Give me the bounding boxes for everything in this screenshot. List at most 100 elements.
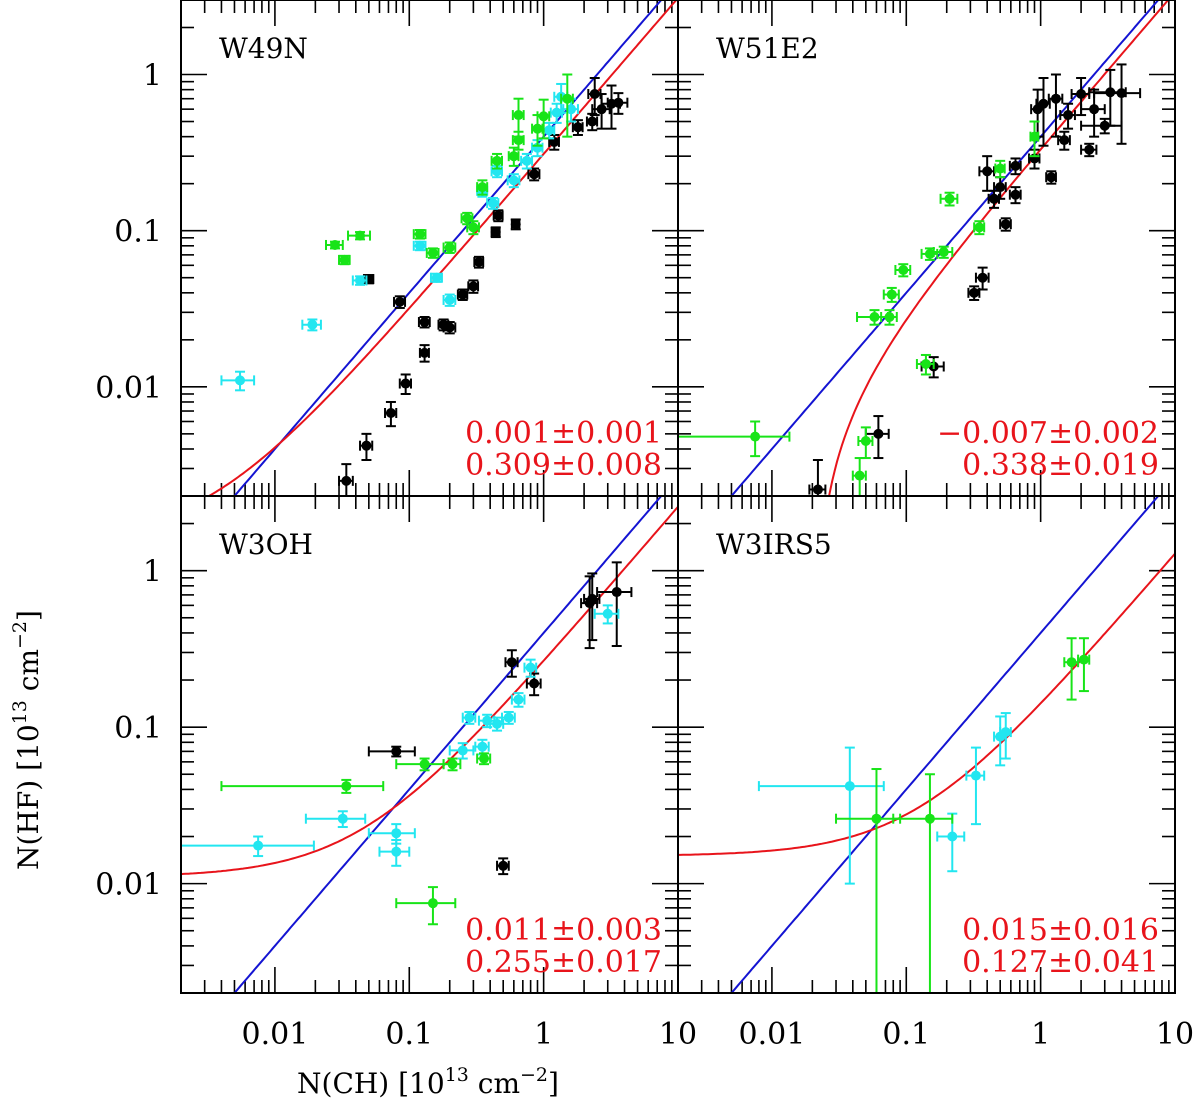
data-point-black <box>967 285 981 301</box>
data-point-cyan <box>510 692 526 708</box>
y-tick-label: 1 <box>143 555 162 590</box>
x-tick-label: 1 <box>534 1017 553 1052</box>
data-marker <box>525 662 536 673</box>
data-marker <box>947 831 958 842</box>
data-marker <box>869 312 880 323</box>
data-marker <box>394 296 405 307</box>
data-point-cyan <box>474 738 490 756</box>
data-point-green <box>325 239 344 250</box>
data-marker <box>995 182 1006 193</box>
data-point-cyan <box>448 742 475 760</box>
data-marker <box>1059 135 1070 146</box>
data-marker <box>1000 727 1011 738</box>
data-marker <box>1050 93 1061 104</box>
fit-slope-text: 0.255±0.017 <box>465 945 662 980</box>
data-point-cyan <box>999 712 1012 760</box>
data-point-black <box>583 572 601 642</box>
data-marker <box>391 846 402 857</box>
data-marker <box>341 781 352 792</box>
fit-slope-text: 0.338±0.019 <box>962 448 1159 483</box>
data-point-cyan <box>965 746 986 826</box>
data-point-black <box>1057 130 1071 151</box>
data-marker <box>431 272 442 283</box>
data-point-green <box>1063 637 1080 701</box>
data-point-cyan <box>936 812 966 873</box>
data-marker <box>510 219 521 230</box>
data-marker <box>982 166 993 177</box>
data-point-green <box>476 752 492 766</box>
data-marker <box>479 753 490 764</box>
data-point-cyan <box>442 293 457 307</box>
data-marker <box>457 745 468 756</box>
data-marker <box>513 110 524 121</box>
data-marker <box>544 125 555 136</box>
x-tick-label: 0.1 <box>385 1017 433 1052</box>
data-point-green <box>835 768 902 993</box>
data-marker <box>589 89 600 100</box>
data-marker <box>444 322 455 333</box>
data-marker <box>884 312 895 323</box>
data-point-green <box>395 757 445 772</box>
data-point-black <box>418 344 430 363</box>
data-point-cyan <box>506 173 521 189</box>
data-marker <box>419 759 430 770</box>
data-points <box>181 561 633 926</box>
x-tick-label: 10 <box>1156 1017 1194 1052</box>
fit-slope-text: 0.309±0.008 <box>465 448 662 483</box>
data-marker <box>391 746 402 757</box>
data-marker <box>427 898 438 909</box>
data-marker <box>812 484 823 495</box>
y-tick-label: 0.01 <box>95 371 162 406</box>
data-point-cyan <box>461 710 477 725</box>
data-marker <box>1046 172 1057 183</box>
data-point-black <box>527 167 541 182</box>
data-marker <box>886 289 897 300</box>
data-point-black <box>1080 117 1123 135</box>
data-marker <box>974 222 985 233</box>
data-point-cyan <box>412 240 427 252</box>
data-point-black <box>1035 76 1051 147</box>
data-marker <box>457 289 468 300</box>
data-point-black <box>393 295 407 309</box>
data-point-green <box>442 757 462 772</box>
data-point-green <box>425 247 440 259</box>
data-point-black <box>362 274 375 285</box>
y-tick-label: 0.1 <box>114 215 162 250</box>
data-marker <box>844 781 855 792</box>
data-point-green <box>511 97 525 138</box>
data-marker <box>1063 110 1074 121</box>
data-marker <box>969 287 980 298</box>
y-tick-label: 1 <box>143 59 162 94</box>
data-point-green <box>892 773 954 993</box>
data-point-black <box>1080 142 1098 158</box>
data-point-green <box>932 245 954 259</box>
data-marker <box>938 247 949 258</box>
data-point-black <box>359 432 374 462</box>
data-point-black <box>417 316 431 329</box>
data-marker <box>414 240 425 251</box>
data-point-green <box>880 309 898 326</box>
data-marker <box>529 169 540 180</box>
data-marker <box>1010 160 1021 171</box>
data-marker <box>1078 654 1089 665</box>
data-marker <box>492 155 503 166</box>
data-marker <box>1116 88 1127 99</box>
data-points <box>220 73 629 496</box>
data-point-green <box>476 179 489 196</box>
data-point-black <box>442 321 457 335</box>
data-point-green <box>560 73 574 138</box>
data-marker <box>566 104 577 115</box>
data-marker <box>1010 189 1021 200</box>
data-marker <box>1066 657 1077 668</box>
data-point-black <box>510 218 521 231</box>
data-point-black <box>1093 63 1142 145</box>
data-point-black <box>338 463 354 496</box>
data-point-black <box>1008 186 1022 205</box>
data-point-green <box>973 220 986 236</box>
x-tick-label: 0.01 <box>739 1017 806 1052</box>
